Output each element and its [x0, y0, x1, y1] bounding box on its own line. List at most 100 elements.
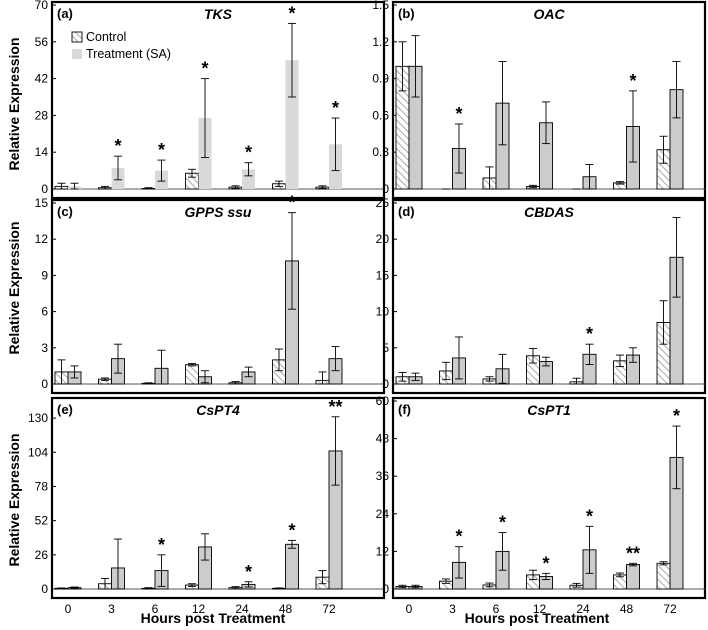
- panel-label: (d): [398, 204, 415, 219]
- x-axis-label-left: Hours post Treatment: [141, 610, 286, 626]
- y-tick-label: 0.6: [372, 108, 389, 122]
- significance-marker: *: [158, 140, 165, 160]
- y-tick-label: 0: [382, 377, 389, 391]
- y-tick-label: 104: [28, 445, 48, 459]
- significance-marker: **: [626, 543, 640, 563]
- y-tick-label: 14: [35, 145, 49, 159]
- y-tick-label: 5: [382, 341, 389, 355]
- x-tick-label: 12: [192, 602, 206, 616]
- gene-title: OAC: [533, 6, 565, 22]
- significance-marker: **: [328, 397, 342, 417]
- y-tick-label: 0: [41, 377, 48, 391]
- y-tick-label: 56: [35, 35, 49, 49]
- significance-marker: *: [245, 143, 252, 163]
- y-tick-label: 26: [35, 548, 49, 562]
- y-tick-label: 0.9: [372, 72, 389, 86]
- y-tick-label: 36: [376, 469, 390, 483]
- y-tick-label: 42: [35, 72, 49, 86]
- gene-title: GPPS ssu: [185, 204, 252, 220]
- y-tick-label: 70: [35, 0, 49, 12]
- significance-marker: *: [629, 71, 636, 91]
- x-tick-label: 72: [322, 602, 336, 616]
- significance-marker: *: [455, 104, 462, 124]
- chart-panel-c: 0 3 6 9 12 15 (c) GPPS ssu *: [35, 193, 386, 395]
- panel-frame: [391, 0, 707, 200]
- y-axis-label-row2: Relative Expression: [6, 221, 22, 354]
- panel-frame: [391, 198, 707, 395]
- bar-treatment: [626, 564, 640, 590]
- y-tick-label: 48: [376, 432, 390, 446]
- legend-label-treatment: Treatment (SA): [86, 47, 171, 61]
- significance-marker: *: [288, 3, 295, 23]
- y-tick-label: 0.3: [372, 145, 389, 159]
- legend-label-control: Control: [86, 30, 126, 44]
- significance-marker: *: [673, 406, 680, 426]
- x-tick-label: 12: [533, 602, 547, 616]
- y-tick-label: 52: [35, 514, 49, 528]
- y-tick-label: 20: [376, 232, 390, 246]
- y-tick-label: 15: [35, 196, 49, 210]
- y-tick-label: 130: [28, 411, 48, 425]
- y-tick-label: 25: [376, 196, 390, 210]
- y-tick-label: 60: [376, 394, 390, 408]
- significance-marker: *: [288, 193, 295, 213]
- gene-title: CsPT4: [196, 402, 240, 418]
- x-tick-label: 3: [108, 602, 115, 616]
- y-tick-label: 0: [41, 182, 48, 196]
- gene-title: CBDAS: [524, 204, 574, 220]
- x-tick-label: 24: [576, 602, 590, 616]
- x-axis-label-right: Hours post Treatment: [465, 610, 610, 626]
- panel-label: (c): [57, 204, 73, 219]
- x-tick-label: 6: [493, 602, 500, 616]
- y-tick-label: 6: [41, 305, 48, 319]
- significance-marker: *: [542, 553, 549, 573]
- significance-marker: *: [586, 506, 593, 526]
- significance-marker: *: [499, 513, 506, 533]
- x-tick-label: 3: [449, 602, 456, 616]
- x-tick-label: 24: [235, 602, 249, 616]
- significance-marker: *: [288, 520, 295, 540]
- chart-panel-b: 0 0.3 0.6 0.9 1.2 1.5 (b) OAC * *: [372, 0, 707, 200]
- y-tick-label: 0: [382, 182, 389, 196]
- significance-marker: *: [586, 324, 593, 344]
- chart-panel-f: 0 12 24 36 48 60 (f) CsPT1 0 * 3 * 6 * 12 * 24 ** 48 * 72: [376, 394, 707, 616]
- x-tick-label: 48: [279, 602, 293, 616]
- x-tick-label: 0: [406, 602, 413, 616]
- bar-control: [185, 364, 199, 385]
- chart-panel-e: 0 26 52 78 104 130 (e) CsPT4 0 3 * 6 12 * 24 * 48 ** 72: [28, 396, 386, 616]
- panel-label: (b): [398, 6, 415, 21]
- y-tick-label: 15: [376, 268, 390, 282]
- y-tick-label: 24: [376, 507, 390, 521]
- panel-frame: [50, 396, 386, 600]
- x-tick-label: 72: [663, 602, 677, 616]
- legend-swatch-treatment: [72, 49, 82, 59]
- y-tick-label: 0: [382, 582, 389, 596]
- panel-label: (a): [57, 6, 73, 21]
- y-tick-label: 9: [41, 268, 48, 282]
- significance-marker: *: [455, 527, 462, 547]
- y-axis-label-row3: Relative Expression: [6, 433, 22, 566]
- panel-label: (f): [398, 402, 411, 417]
- significance-marker: *: [158, 535, 165, 555]
- significance-marker: *: [201, 59, 208, 79]
- y-tick-label: 28: [35, 108, 49, 122]
- panel-frame: [50, 198, 386, 395]
- panel-frame: [50, 0, 386, 200]
- y-tick-label: 12: [376, 544, 390, 558]
- y-tick-label: 3: [41, 341, 48, 355]
- y-tick-label: 12: [35, 232, 49, 246]
- y-tick-label: 10: [376, 305, 390, 319]
- x-tick-label: 48: [620, 602, 634, 616]
- y-tick-label: 1.2: [372, 35, 389, 49]
- x-tick-label: 0: [65, 602, 72, 616]
- bar-treatment: [242, 169, 255, 189]
- bar-control: [656, 562, 671, 590]
- gene-title: TKS: [204, 6, 233, 22]
- panel-frame: [391, 396, 707, 600]
- y-tick-label: 1.5: [372, 0, 389, 12]
- chart-panel-d: 0 5 10 15 20 25 (d) CBDAS *: [376, 196, 707, 395]
- y-axis-label-row1: Relative Expression: [6, 37, 22, 170]
- gene-title: CsPT1: [527, 402, 571, 418]
- panel-label: (e): [57, 402, 73, 417]
